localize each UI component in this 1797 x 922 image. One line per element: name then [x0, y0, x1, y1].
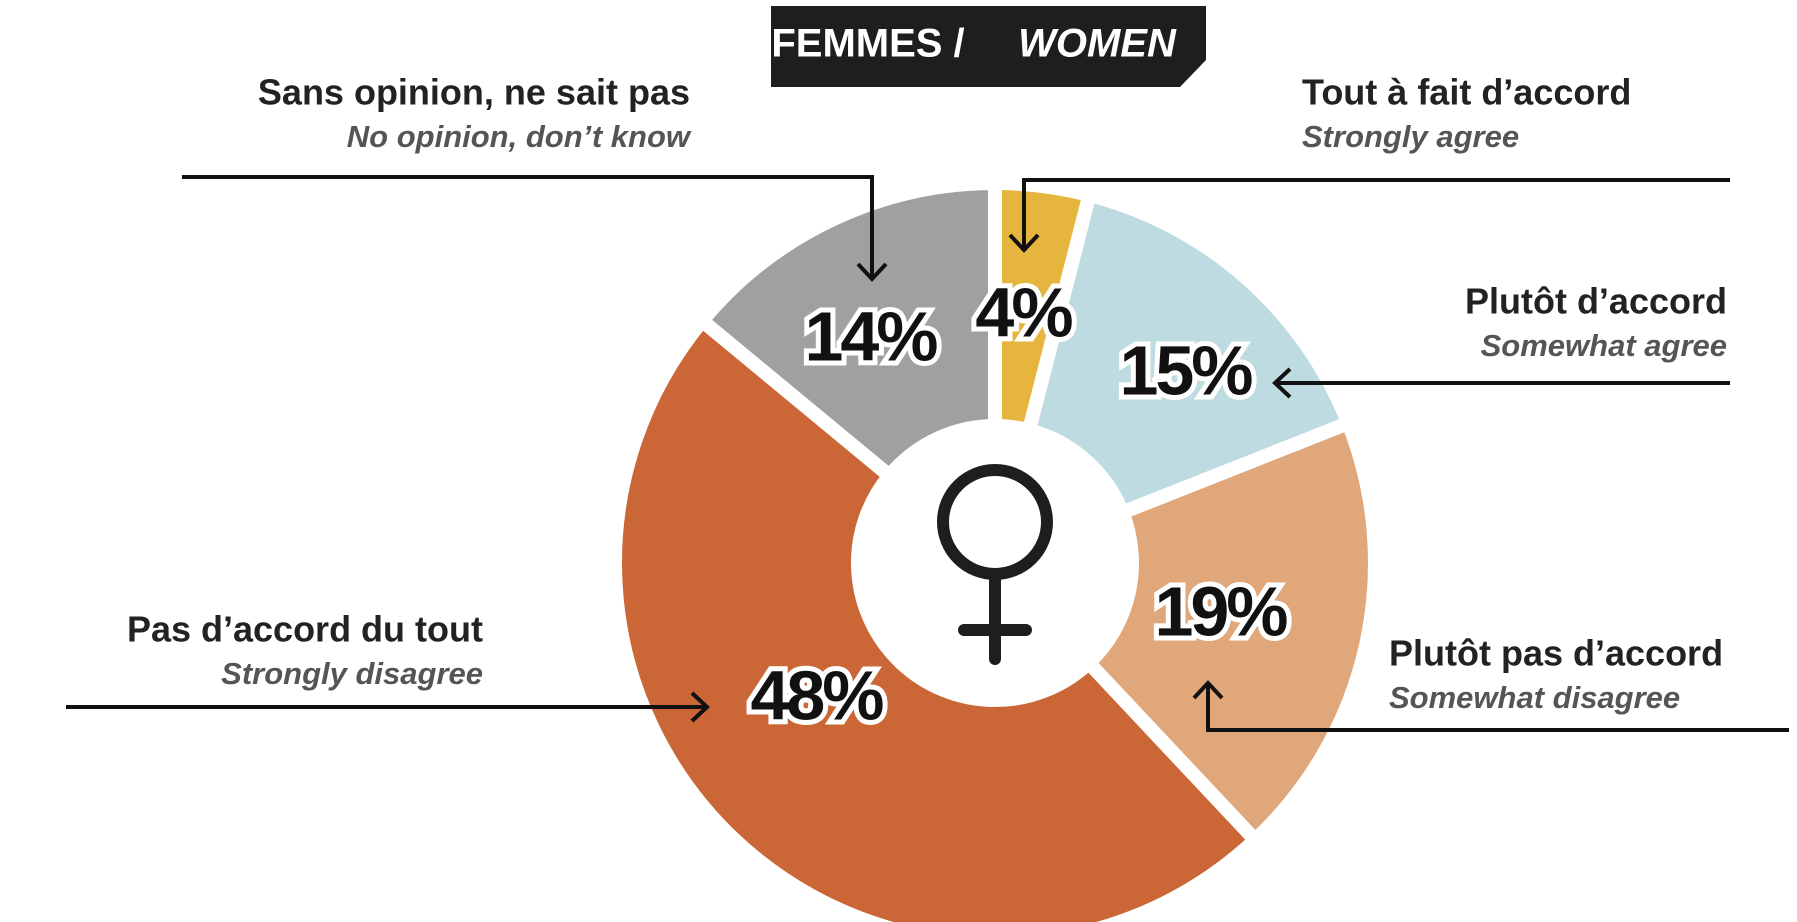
value-label: 48% [750, 656, 883, 734]
leader-lines [66, 175, 1789, 732]
title-box [771, 6, 1206, 87]
category-label: Tout à fait d’accord [1302, 72, 1631, 113]
value-label: 19% [1154, 572, 1287, 650]
category-label: Plutôt d’accord [1465, 281, 1727, 322]
slice [1020, 186, 1358, 522]
slice [608, 310, 1266, 922]
value-label: 4% [975, 273, 1072, 351]
slices [608, 175, 1382, 922]
slice [692, 175, 1002, 486]
female-symbol [937, 464, 1053, 665]
category-label-en: Strongly agree [1302, 119, 1519, 154]
category-label-en: Somewhat agree [1481, 328, 1727, 363]
category-label-en: Strongly disagree [221, 656, 483, 691]
value-label: 15% [1119, 331, 1252, 409]
chart-title: FEMMES / [771, 22, 964, 66]
category-label: Plutôt pas d’accord [1389, 633, 1723, 674]
category-label: Sans opinion, ne sait pas [258, 72, 690, 113]
chart-title-en: WOMEN [1018, 22, 1177, 66]
category-label-en: Somewhat disagree [1389, 680, 1680, 715]
value-label: 14% [804, 297, 937, 375]
category-label-en: No opinion, don’t know [347, 119, 692, 154]
category-label: Pas d’accord du tout [127, 609, 483, 650]
